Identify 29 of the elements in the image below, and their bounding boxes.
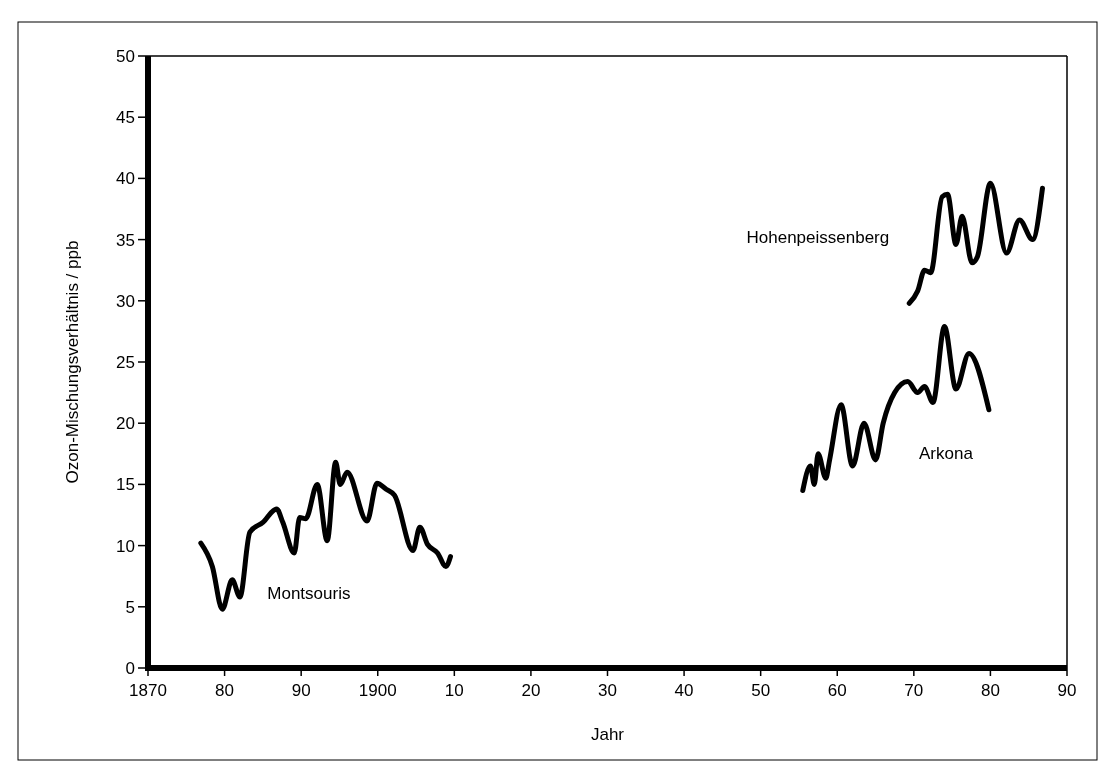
y-tick-label: 5 <box>125 597 135 617</box>
y-tick-label: 20 <box>116 414 135 434</box>
x-tick-label: 80 <box>215 681 235 700</box>
x-tick-label: 10 <box>444 681 464 700</box>
y-tick-label: 50 <box>116 46 135 66</box>
x-tick-label: 1870 <box>129 681 167 700</box>
x-tick-label: 30 <box>598 681 617 700</box>
y-tick-label: 40 <box>116 169 135 189</box>
x-axis-title: Jahr <box>590 725 625 744</box>
y-axis-title: Ozon-Mischungsverhältnis / ppb <box>63 240 82 484</box>
x-tick-label: 60 <box>827 681 847 700</box>
y-tick-label: 45 <box>116 108 135 128</box>
y-tick-label: 10 <box>116 536 135 556</box>
y-tick-label: 25 <box>116 352 135 372</box>
x-tick-label: 80 <box>980 681 1000 700</box>
text: Hohenpeissenberg <box>746 228 890 248</box>
x-tick-label: 90 <box>1057 681 1077 700</box>
x-tick-label: 90 <box>291 681 311 700</box>
x-tick-label: 20 <box>521 681 541 700</box>
text: Arkona <box>919 443 974 463</box>
y-tick-label: 30 <box>116 291 135 311</box>
series-label: Montsouris <box>267 584 351 604</box>
x-tick-label: 50 <box>751 681 771 700</box>
x-tick-label: 70 <box>904 681 924 700</box>
y-tick-label: 0 <box>125 658 135 678</box>
x-tick-label: 1900 <box>358 681 397 700</box>
y-tick-label: 35 <box>116 230 135 250</box>
x-tick-label: 40 <box>674 681 694 700</box>
y-tick-label: 15 <box>116 475 135 495</box>
